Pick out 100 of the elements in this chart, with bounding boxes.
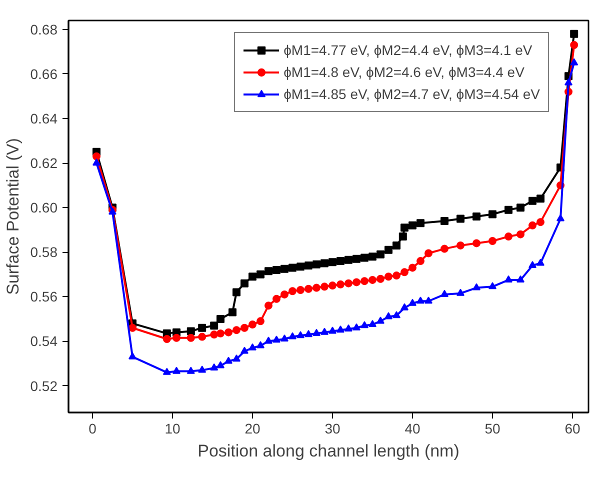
- point: [256, 270, 264, 278]
- point: [424, 296, 432, 304]
- y-tick-label: 0.68: [30, 21, 58, 38]
- point: [424, 249, 432, 258]
- point: [398, 232, 407, 241]
- point: [328, 326, 336, 334]
- point: [516, 204, 524, 212]
- point: [392, 241, 400, 250]
- y-tick-label: 0.64: [30, 110, 58, 126]
- legend-label: ϕM1=4.77 eV, ϕM2=4.4 eV, ϕM3=4.1 eV: [284, 41, 532, 59]
- point: [264, 336, 272, 344]
- point: [216, 314, 224, 323]
- point: [408, 221, 416, 230]
- point: [516, 275, 524, 282]
- point: [280, 264, 288, 273]
- point: [210, 330, 218, 339]
- point: [216, 329, 224, 338]
- point: [248, 343, 256, 350]
- point: [186, 327, 195, 336]
- point: [312, 328, 320, 336]
- point: [240, 324, 248, 332]
- point: [288, 287, 296, 296]
- point: [352, 254, 360, 263]
- point: [320, 259, 328, 268]
- point: [408, 264, 416, 272]
- point: [368, 276, 376, 284]
- point: [248, 272, 256, 281]
- point: [344, 279, 352, 288]
- point: [264, 302, 272, 310]
- point: [504, 275, 512, 282]
- point: [198, 332, 206, 341]
- point: [248, 320, 256, 329]
- point: [440, 216, 448, 225]
- point: [240, 279, 248, 288]
- point: [336, 257, 344, 266]
- legend-label: ϕM1=4.85 eV, ϕM2=4.7 eV, ϕM3=4.54 eV: [284, 85, 540, 103]
- point: [304, 284, 312, 293]
- point: [440, 244, 448, 253]
- point: [368, 252, 376, 261]
- point: [280, 334, 288, 342]
- point: [288, 332, 296, 340]
- point: [472, 212, 480, 220]
- point: [92, 158, 100, 166]
- y-tick-label: 0.62: [30, 155, 58, 172]
- point: [456, 288, 464, 296]
- point: [344, 256, 352, 264]
- y-tick-label: 0.54: [30, 333, 58, 350]
- point: [392, 272, 400, 280]
- point: [320, 328, 328, 335]
- point: [456, 241, 464, 250]
- point: [528, 221, 536, 230]
- x-tick-label: 50: [484, 420, 500, 436]
- point: [352, 278, 360, 286]
- point: [376, 250, 384, 258]
- point: [536, 194, 544, 203]
- point: [536, 258, 544, 266]
- point: [416, 257, 424, 266]
- point: [228, 308, 236, 316]
- point: [360, 321, 368, 328]
- point: [198, 366, 206, 373]
- point: [368, 320, 376, 328]
- x-tick-label: 20: [244, 420, 260, 436]
- point: [400, 268, 408, 276]
- point: [272, 294, 280, 303]
- point: [304, 262, 312, 270]
- point: [162, 335, 171, 343]
- point: [352, 323, 360, 330]
- point: [440, 290, 448, 297]
- y-tick-label: 0.58: [30, 244, 58, 260]
- point: [536, 218, 544, 226]
- point: [296, 331, 304, 338]
- point: [272, 266, 280, 274]
- point: [186, 334, 195, 342]
- point: [456, 214, 464, 223]
- point: [488, 210, 496, 218]
- point: [384, 272, 392, 281]
- legend-label: ϕM1=4.8 eV, ϕM2=4.6 eV, ϕM3=4.4 eV: [284, 63, 524, 81]
- x-tick-label: 10: [164, 420, 180, 436]
- point: [516, 230, 524, 238]
- point: [392, 311, 400, 318]
- point: [232, 354, 240, 362]
- point: [556, 214, 564, 222]
- point: [400, 224, 408, 232]
- point: [288, 264, 296, 272]
- x-tick-label: 40: [404, 420, 420, 436]
- point: [232, 288, 240, 296]
- point: [320, 282, 328, 291]
- point: [312, 260, 320, 268]
- point: [488, 282, 496, 290]
- point: [216, 361, 224, 368]
- point: [256, 317, 264, 326]
- point: [210, 322, 218, 330]
- point: [304, 330, 312, 338]
- point: [570, 41, 578, 49]
- x-tick-label: 0: [88, 420, 97, 436]
- point: [296, 286, 304, 294]
- point: [472, 283, 480, 290]
- point: [384, 246, 392, 254]
- point: [360, 277, 368, 286]
- point: [472, 239, 480, 248]
